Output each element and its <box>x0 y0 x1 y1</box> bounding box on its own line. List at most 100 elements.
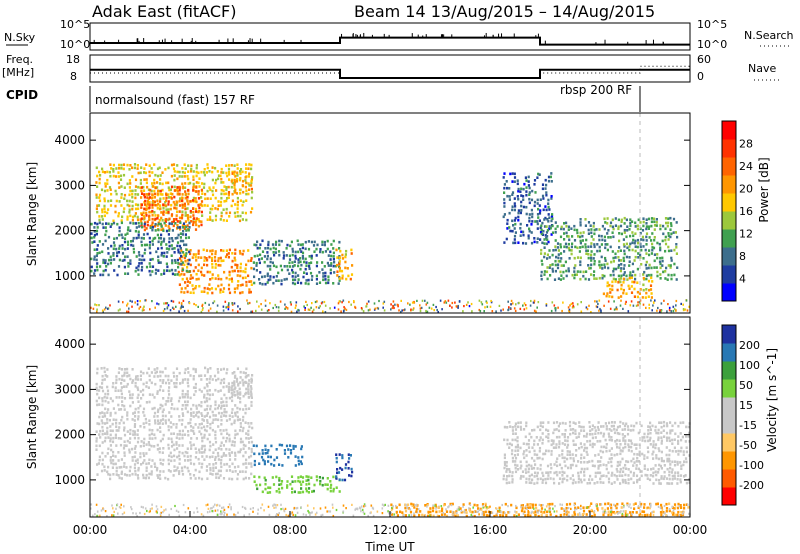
range-cell <box>156 167 160 171</box>
range-cell <box>148 419 151 422</box>
range-cell <box>603 266 606 269</box>
range-cell <box>660 506 663 510</box>
range-cell <box>555 428 558 431</box>
range-cell <box>288 258 292 261</box>
range-cell <box>96 367 99 371</box>
range-cell <box>143 243 146 247</box>
range-cell <box>507 300 509 303</box>
range-cell <box>183 171 186 175</box>
range-cell <box>584 218 587 221</box>
range-cell <box>115 396 118 399</box>
range-cell <box>106 307 109 310</box>
range-cell <box>258 462 261 465</box>
range-cell <box>599 464 602 467</box>
range-cell <box>685 481 688 485</box>
range-cell <box>645 218 648 221</box>
range-cell <box>605 427 608 431</box>
range-cell <box>622 436 625 440</box>
range-cell <box>653 238 656 242</box>
range-cell <box>143 225 146 228</box>
range-cell <box>90 265 93 269</box>
range-cell <box>540 224 543 228</box>
range-cell <box>137 477 140 480</box>
range-cell <box>533 200 537 204</box>
range-cell <box>646 456 649 459</box>
range-cell <box>645 260 648 264</box>
range-cell <box>98 455 101 459</box>
range-cell <box>646 468 649 471</box>
range-cell <box>654 429 657 432</box>
range-cell <box>170 432 173 436</box>
range-cell <box>604 256 607 260</box>
range-cell <box>203 450 206 454</box>
range-cell <box>428 514 431 517</box>
range-cell <box>476 510 479 513</box>
range-cell <box>567 235 570 238</box>
range-cell <box>306 303 308 307</box>
range-cell <box>591 459 594 463</box>
range-cell <box>536 510 538 513</box>
range-cell <box>158 218 161 222</box>
range-cell <box>195 200 198 204</box>
range-cell <box>269 486 272 490</box>
range-cell <box>175 381 178 385</box>
range-cell <box>120 193 123 196</box>
range-cell <box>123 258 126 262</box>
range-cell <box>181 261 184 264</box>
range-cell <box>165 193 168 197</box>
range-cell <box>536 213 540 216</box>
range-cell <box>205 383 209 386</box>
range-cell <box>604 239 607 242</box>
range-cell <box>597 453 600 456</box>
range-cell <box>253 254 256 258</box>
range-cell <box>148 203 151 207</box>
range-cell <box>360 505 363 508</box>
range-cell <box>165 211 168 214</box>
range-cell <box>276 504 279 507</box>
range-cell <box>264 452 267 455</box>
range-cell <box>549 175 552 179</box>
range-cell <box>222 259 225 262</box>
range-cell <box>109 174 112 178</box>
range-cell <box>592 225 595 228</box>
range-cell <box>591 515 594 518</box>
range-cell <box>523 308 526 311</box>
range-cell <box>623 435 627 438</box>
range-cell <box>661 264 664 267</box>
range-cell <box>514 456 518 460</box>
range-cell <box>468 509 471 512</box>
range-cell <box>645 225 648 228</box>
range-cell <box>307 491 310 494</box>
range-cell <box>184 214 187 217</box>
range-cell <box>542 229 545 233</box>
range-cell <box>106 396 109 400</box>
range-cell <box>342 299 345 302</box>
range-cell <box>514 449 517 453</box>
range-cell <box>279 264 282 268</box>
range-cell <box>220 411 223 415</box>
range-cell <box>174 259 177 262</box>
range-cell <box>126 240 129 244</box>
range-cell <box>310 240 313 244</box>
range-cell <box>616 453 619 456</box>
range-cell <box>582 231 585 234</box>
range-cell <box>508 306 510 309</box>
range-cell <box>216 368 219 371</box>
range-cell <box>673 438 676 441</box>
range-cell <box>203 173 206 177</box>
range-cell <box>167 208 170 211</box>
range-cell <box>528 216 531 220</box>
range-cell <box>609 221 613 225</box>
range-cell <box>200 466 203 469</box>
range-cell <box>205 171 208 174</box>
range-cell <box>656 256 659 260</box>
range-cell <box>149 258 152 261</box>
range-cell <box>511 180 514 183</box>
range-cell <box>225 219 228 222</box>
range-cell <box>344 253 347 256</box>
range-cell <box>180 249 183 253</box>
range-cell <box>281 486 284 490</box>
range-cell <box>131 195 134 199</box>
range-cell <box>589 224 592 227</box>
